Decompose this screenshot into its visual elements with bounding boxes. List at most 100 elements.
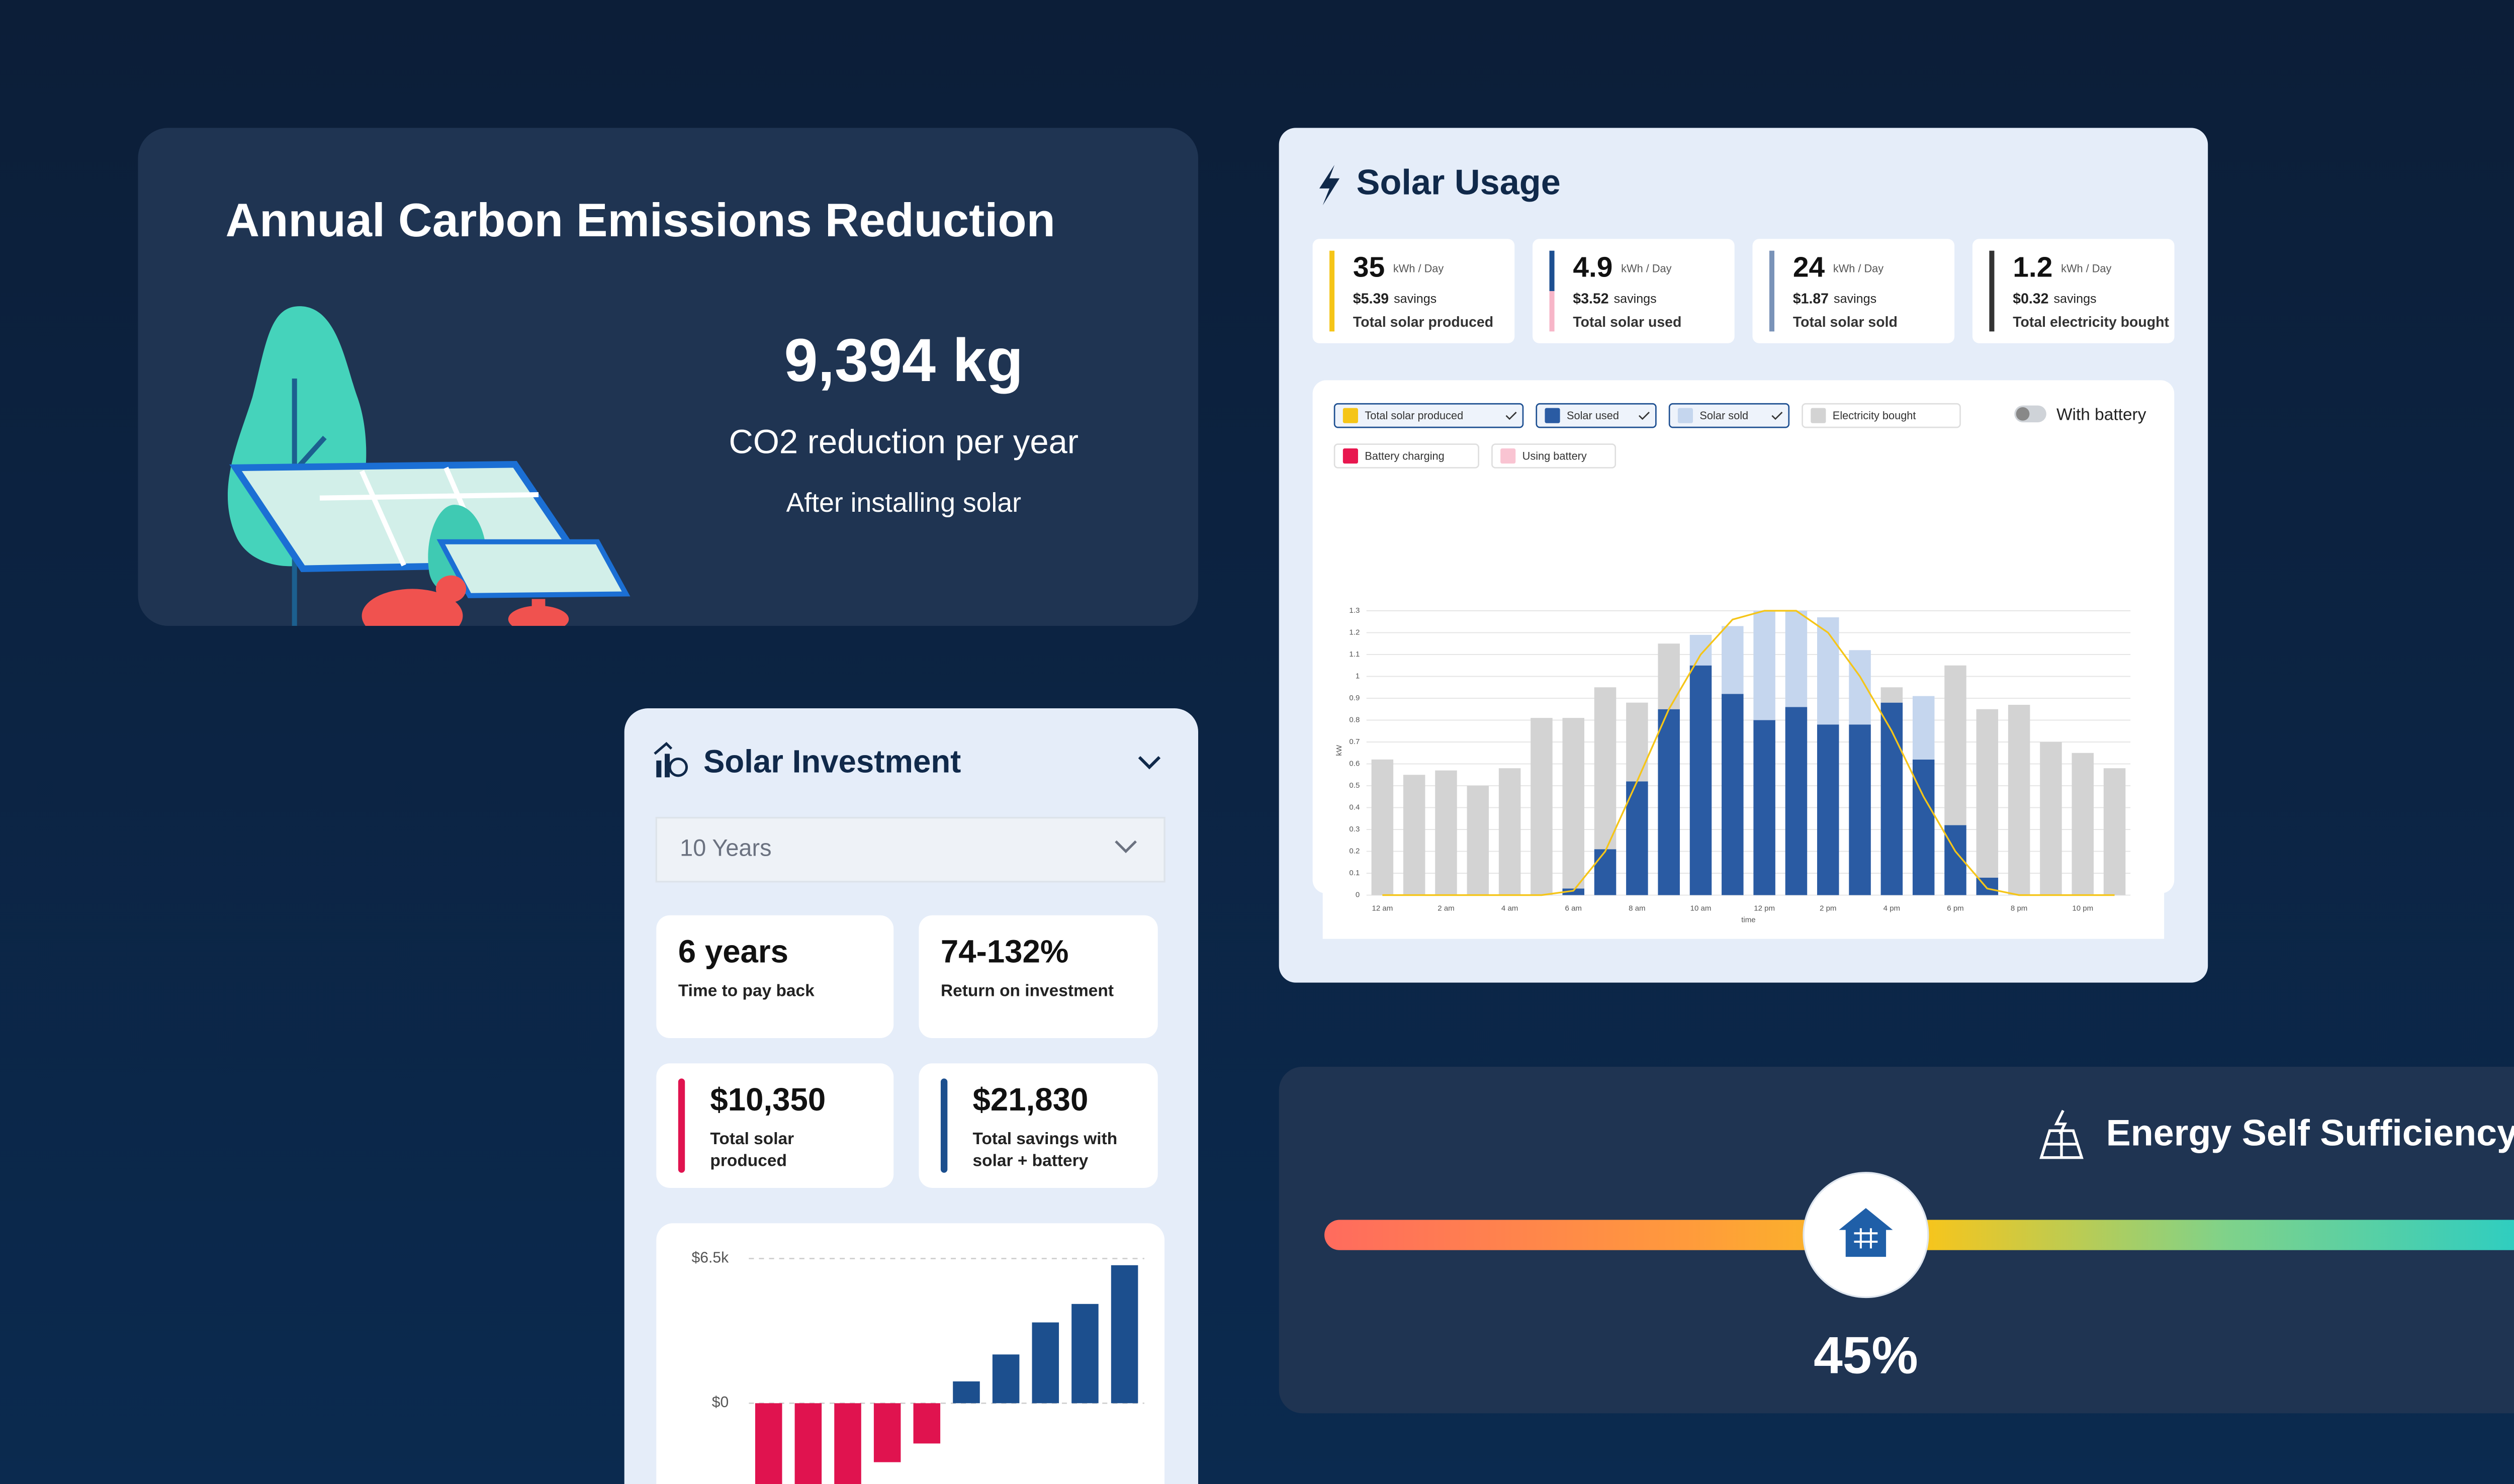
legend-chip[interactable]: Electricity bought: [1802, 403, 1961, 428]
stat-unit: kWh / Day: [2061, 262, 2111, 274]
bar: [1880, 702, 1903, 895]
stat-label: Total solar used: [1573, 314, 1681, 330]
bar: [2008, 705, 2030, 895]
chip-check[interactable]: [1771, 412, 1783, 420]
legend-label[interactable]: Total solar produced: [1365, 409, 1463, 422]
stat-value-line: 24 kWh / Day: [1793, 251, 1883, 284]
toggle-knob[interactable]: [2016, 407, 2030, 421]
stat-card: 4.9 kWh / Day $3.52 savings Total solar used: [1533, 239, 1735, 343]
chip-swatch[interactable]: [1677, 408, 1693, 423]
icon-bar: [665, 754, 670, 778]
stat-savings-label: savings: [2053, 292, 2096, 306]
stat-value: 4.9: [1573, 251, 1612, 284]
stat-accent: [1769, 250, 1775, 332]
stat-label-box: Time to pay back: [678, 982, 815, 1001]
y-tick-label: 0.2: [1349, 847, 1360, 856]
bar: [1722, 626, 1744, 694]
energy-icon: [2039, 1109, 2084, 1159]
legend-label[interactable]: Solar sold: [1699, 409, 1748, 422]
legend-chip[interactable]: Battery charging: [1333, 443, 1479, 469]
bar: [1689, 634, 1712, 666]
dropdown-box[interactable]: [655, 816, 1165, 883]
icon-panel: [2039, 1129, 2084, 1159]
chip-swatch[interactable]: [1342, 408, 1358, 423]
period-dropdown[interactable]: 10 Years: [655, 816, 1165, 883]
flower: [531, 599, 546, 613]
bar: [755, 1403, 782, 1484]
chip-swatch[interactable]: [1811, 408, 1826, 423]
stat-unit: kWh / Day: [1833, 262, 1883, 274]
legend-chip[interactable]: Using battery: [1491, 443, 1617, 469]
bar: [1594, 687, 1617, 850]
bar: [1817, 724, 1839, 895]
toggle-label: With battery: [2056, 406, 2146, 424]
stat-label-box: Return on investment: [941, 983, 1114, 1001]
stat-label: Total savings with solar + battery: [972, 1131, 1118, 1171]
collapse-chevron[interactable]: [1138, 756, 1161, 770]
legend-chip[interactable]: Solar sold: [1668, 403, 1790, 428]
dropdown-chevron[interactable]: [1115, 840, 1137, 854]
icon-bolt: [2054, 1109, 2068, 1135]
carbon-card: Annual Carbon Emissions Reduction 9,394 …: [138, 128, 1199, 626]
bar: [1880, 687, 1903, 703]
stat-bg: [656, 915, 894, 1039]
stat-value: 24: [1793, 251, 1825, 284]
carbon-note: After installing solar: [786, 488, 1021, 518]
chip-swatch[interactable]: [1500, 448, 1516, 464]
invest-stat: 74-132% Return on investment: [919, 915, 1158, 1039]
stat-value-line: 1.2 kWh / Day: [2013, 251, 2111, 284]
bar: [1626, 781, 1648, 895]
chip-check[interactable]: [1505, 412, 1517, 420]
stat-savings-line: $1.87 savings: [1793, 291, 1876, 307]
legend-label[interactable]: Battery charging: [1365, 449, 1444, 462]
y-tick-label: 0.5: [1349, 781, 1360, 790]
chip-box[interactable]: [1536, 403, 1657, 428]
production-line: [1382, 610, 2115, 896]
chip-check[interactable]: [1638, 412, 1650, 420]
legend-label[interactable]: Solar used: [1567, 409, 1619, 422]
investment-chart: $6.5k $0: [692, 1249, 1144, 1484]
stat-card: 24 kWh / Day $1.87 savings Total solar sold: [1752, 239, 1955, 343]
bar: [1785, 707, 1808, 895]
chip-box[interactable]: [1668, 403, 1790, 428]
legend-chip[interactable]: Solar used: [1536, 403, 1657, 428]
y-tick-label: 1: [1356, 672, 1360, 680]
card-title: Solar Usage: [1357, 162, 1561, 202]
icon-grid: [2044, 1131, 2079, 1158]
stat-label: Total electricity bought: [2013, 314, 2169, 330]
bar: [1658, 643, 1680, 709]
bar: [2072, 753, 2094, 895]
legend-label[interactable]: Electricity bought: [1833, 409, 1916, 422]
small-panel: [436, 539, 631, 598]
stat-bg: [919, 915, 1158, 1039]
chip-box[interactable]: [1802, 403, 1961, 428]
chip-swatch[interactable]: [1545, 408, 1560, 423]
legend-label[interactable]: Using battery: [1522, 449, 1587, 462]
card-title: Energy Self Sufficiency: [2106, 1112, 2514, 1154]
sufficiency-value: 45%: [1814, 1326, 1918, 1384]
carbon-subtitle: CO2 reduction per year: [729, 423, 1079, 460]
stat-value: 6 years: [678, 934, 788, 970]
icon-bar: [656, 760, 662, 778]
chip-box[interactable]: [1333, 403, 1524, 428]
stat-savings: $3.52: [1573, 291, 1608, 307]
bar: [1562, 888, 1585, 895]
chip-swatch[interactable]: [1342, 448, 1358, 464]
house-panel: [1854, 1228, 1878, 1249]
toggle[interactable]: [2014, 405, 2046, 423]
stat-bg: [1972, 239, 2175, 343]
bar: [1032, 1322, 1059, 1404]
chip-box[interactable]: [1333, 443, 1479, 469]
stat-accent: [940, 1078, 948, 1173]
bar: [1753, 610, 1775, 720]
bar: [1658, 709, 1680, 895]
stat-label: Time to pay back: [678, 982, 815, 1001]
dropdown-value[interactable]: 10 Years: [680, 835, 771, 861]
chip-box[interactable]: [1491, 443, 1617, 469]
bar: [1817, 617, 1839, 725]
stat-savings: $0.32: [2013, 291, 2048, 307]
illustration: [227, 306, 631, 626]
legend-chip[interactable]: Total solar produced: [1333, 403, 1524, 428]
